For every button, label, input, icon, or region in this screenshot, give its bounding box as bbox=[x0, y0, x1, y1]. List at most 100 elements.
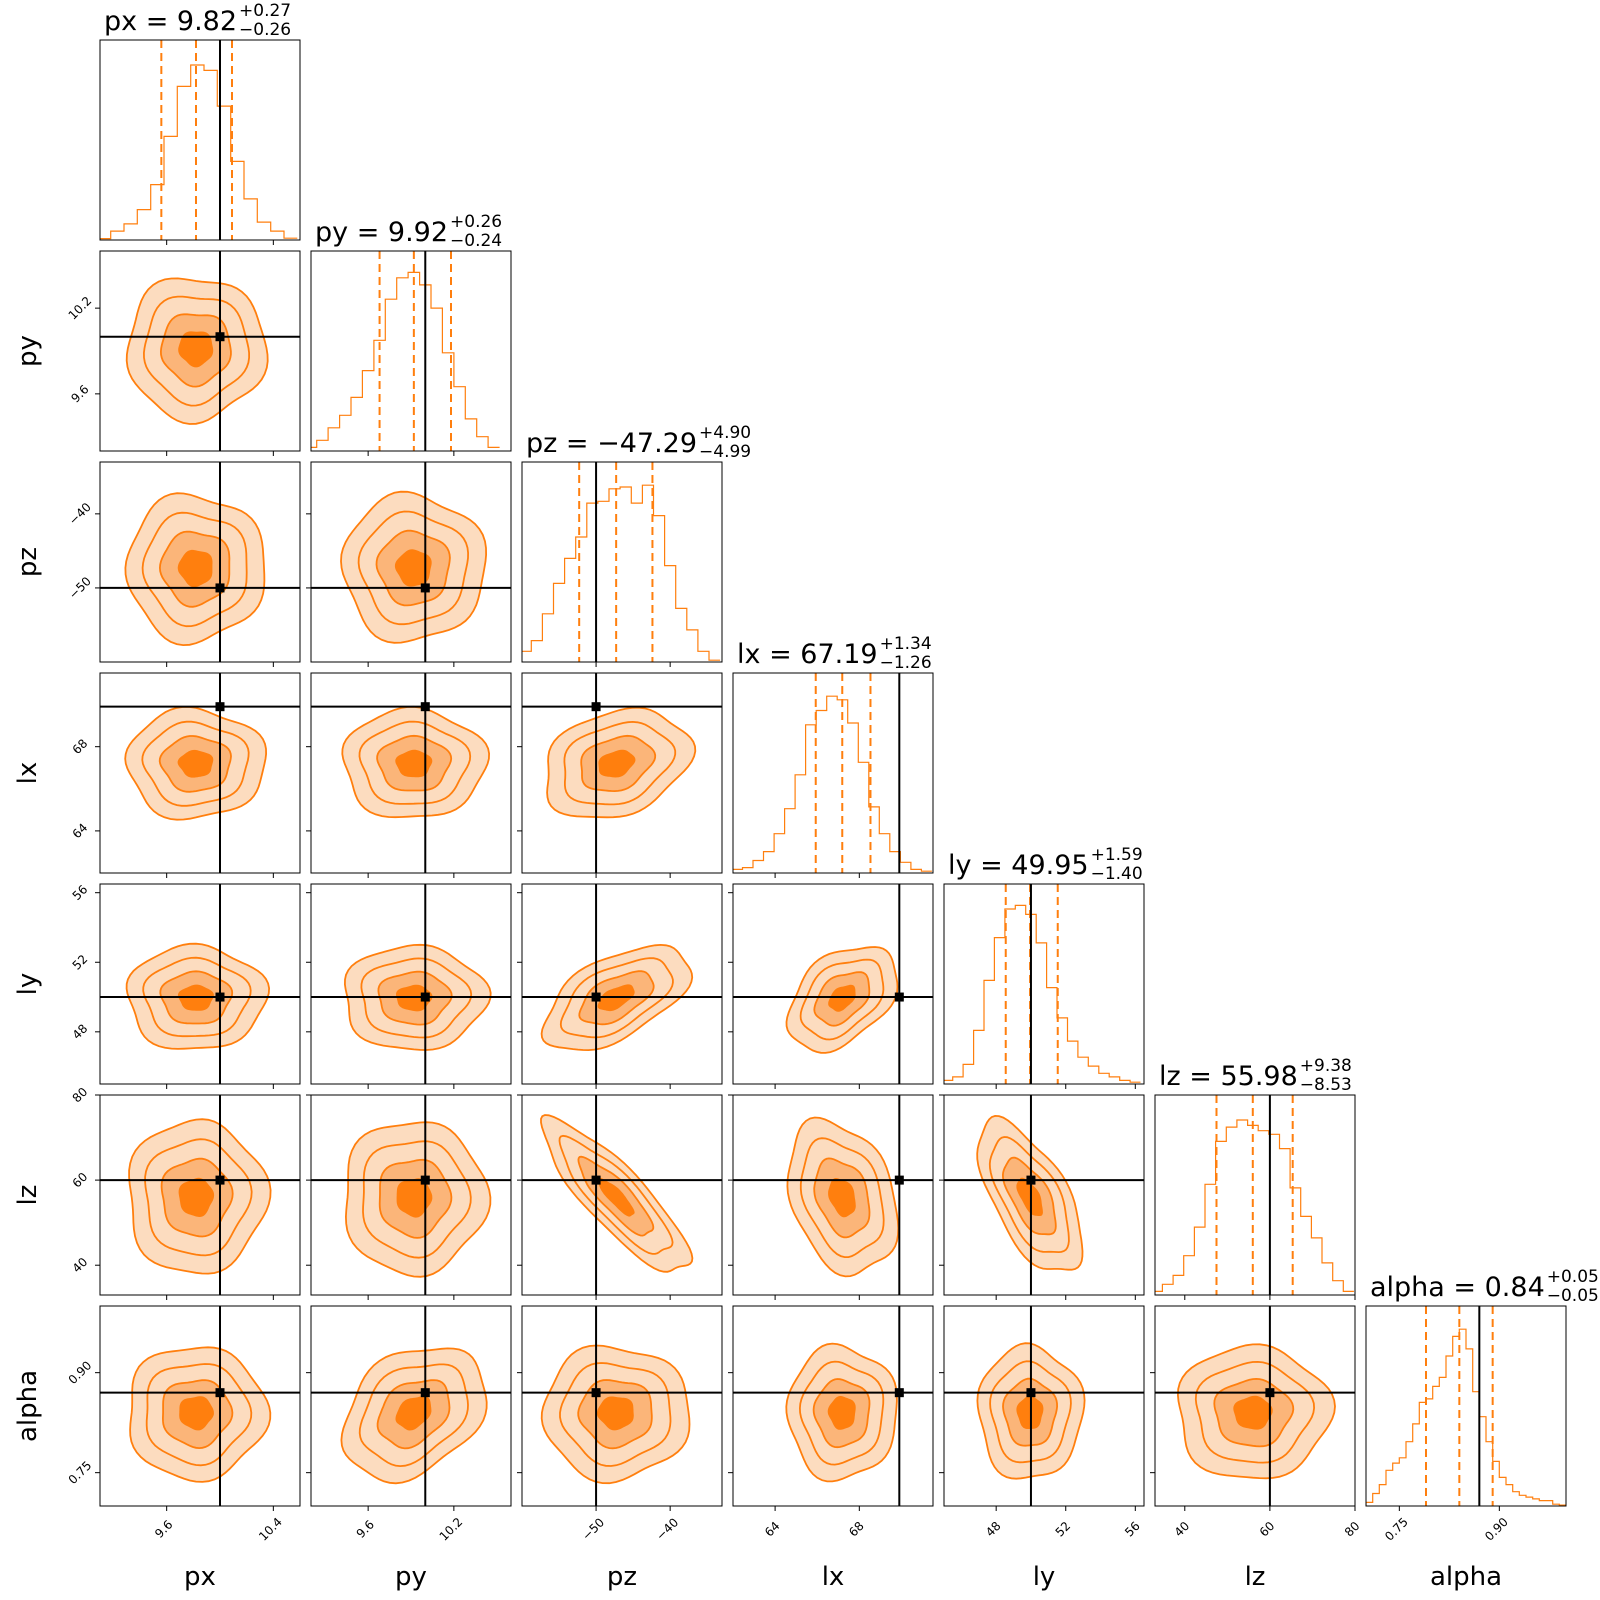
contour-panel-px-pz: −50 −40 bbox=[66, 461, 301, 667]
contour-line-2 bbox=[142, 956, 252, 1038]
hist-bin-px-11 bbox=[244, 199, 257, 240]
contour-line-3 bbox=[125, 277, 269, 425]
truth-marker bbox=[420, 1175, 430, 1185]
cell-frame bbox=[310, 883, 512, 1085]
hist-bin-lz-13 bbox=[1290, 1188, 1301, 1295]
hist-bin-ly-14 bbox=[1088, 1066, 1098, 1084]
contour-panel-lz-alpha: 40 60 80 bbox=[1150, 1305, 1363, 1540]
contour-line-2 bbox=[989, 1360, 1072, 1464]
contour-fill-0 bbox=[396, 1178, 433, 1218]
hist-bin-alpha-5 bbox=[1399, 1458, 1406, 1506]
contour-line-3 bbox=[343, 943, 492, 1051]
hist-bin-pz-1 bbox=[531, 641, 542, 662]
x-tick-label-lx: 64 bbox=[762, 1519, 783, 1540]
contour-line-1 bbox=[158, 530, 231, 608]
hist-bin-ly-13 bbox=[1078, 1057, 1088, 1084]
hist-bin-lx-9 bbox=[827, 696, 838, 873]
y-tick-label-py: 9.6 bbox=[68, 382, 91, 405]
contour-line-1 bbox=[580, 734, 657, 793]
truth-marker bbox=[215, 1388, 225, 1398]
y-tick-label-ly: 48 bbox=[70, 1021, 91, 1042]
hist-bin-ly-1 bbox=[953, 1077, 963, 1084]
hist-bin-px-12 bbox=[257, 222, 270, 240]
hist-bin-px-6 bbox=[177, 86, 190, 240]
hist-bin-alpha-20 bbox=[1499, 1477, 1506, 1506]
cell-frame bbox=[310, 672, 512, 874]
hist-bin-py-12 bbox=[442, 353, 453, 451]
contour-line-2 bbox=[988, 1136, 1070, 1254]
y-axis-label-alpha: alpha bbox=[13, 1370, 43, 1442]
hist-bin-lx-3 bbox=[764, 852, 775, 873]
cell-frame bbox=[99, 461, 301, 663]
contour-line-3 bbox=[341, 705, 491, 819]
contour-line-2 bbox=[799, 1137, 885, 1258]
contour-panel-ly-alpha: 48 52 56 bbox=[939, 1305, 1145, 1540]
contour-line-1 bbox=[376, 1379, 451, 1450]
contour-panel-pz-lx bbox=[517, 672, 723, 878]
hist-bin-lx-4 bbox=[774, 834, 785, 873]
truth-marker bbox=[1026, 1175, 1036, 1185]
hist-bin-pz-2 bbox=[542, 614, 553, 662]
contour-line-2 bbox=[558, 1134, 674, 1255]
contour-line-3 bbox=[129, 1346, 272, 1483]
contour-line-2 bbox=[799, 958, 885, 1041]
contour-line-1 bbox=[813, 1157, 871, 1239]
cell-frame bbox=[310, 1305, 512, 1507]
x-tick-label-ly: 52 bbox=[1053, 1519, 1074, 1540]
cell-frame bbox=[943, 883, 1145, 1085]
contour-fill-0 bbox=[394, 549, 432, 587]
contour-line-1 bbox=[158, 735, 232, 793]
x-axis-label-alpha: alpha bbox=[1430, 1562, 1502, 1592]
hist-bin-lx-6 bbox=[795, 775, 806, 873]
contour-fill-0 bbox=[396, 984, 433, 1012]
hist-bin-lz-16 bbox=[1322, 1263, 1333, 1295]
contour-panel-pz-alpha: −50 −40 bbox=[517, 1305, 723, 1543]
contour-line-3 bbox=[125, 942, 271, 1050]
x-tick-label-px: 10.4 bbox=[256, 1515, 285, 1544]
hist-bin-ly-4 bbox=[984, 980, 994, 1084]
title-plus-ly: +1.59 bbox=[1091, 845, 1143, 865]
hist-bin-alpha-1 bbox=[1373, 1494, 1380, 1507]
hist-bin-alpha-15 bbox=[1466, 1349, 1473, 1506]
contour-line-1 bbox=[377, 970, 453, 1026]
hist-bin-py-1 bbox=[317, 440, 328, 451]
x-tick-label-py: 10.2 bbox=[437, 1515, 466, 1544]
contour-line-3 bbox=[976, 1342, 1086, 1480]
truth-marker bbox=[591, 1388, 601, 1398]
hist-bin-pz-14 bbox=[676, 608, 687, 662]
x-tick-label-pz: −50 bbox=[579, 1515, 607, 1543]
contour-panel-px-alpha: 9.6 10.4 0.75 0.90 bbox=[66, 1305, 301, 1544]
hist-bin-lz-2 bbox=[1173, 1275, 1184, 1295]
hist-bin-pz-9 bbox=[620, 487, 631, 662]
contour-line-1 bbox=[1213, 1377, 1295, 1448]
hist-bin-ly-15 bbox=[1099, 1073, 1109, 1084]
contour-panel-py-alpha: 9.6 10.2 bbox=[306, 1305, 512, 1544]
x-tick-label-lz: 40 bbox=[1172, 1519, 1193, 1540]
contour-line-1 bbox=[376, 734, 453, 792]
contour-line-1 bbox=[159, 313, 232, 388]
contour-line-1 bbox=[813, 971, 871, 1027]
hist-bin-lz-17 bbox=[1333, 1281, 1344, 1295]
contour-panel-pz-ly bbox=[517, 883, 723, 1089]
title-minus-pz: −4.99 bbox=[699, 442, 751, 462]
hist-bin-ly-7 bbox=[1015, 905, 1025, 1084]
contour-fill-0 bbox=[827, 1396, 856, 1430]
contour-panel-pz-lz bbox=[517, 1094, 723, 1300]
contour-line-3 bbox=[785, 946, 899, 1054]
contour-line-1 bbox=[378, 1158, 453, 1239]
hist-bin-alpha-21 bbox=[1506, 1485, 1513, 1506]
cell-frame bbox=[521, 672, 723, 874]
truth-marker bbox=[215, 1175, 225, 1185]
contour-line-2 bbox=[1194, 1360, 1316, 1464]
contour-panel-py-pz bbox=[306, 461, 512, 667]
x-axis-label-py: py bbox=[395, 1562, 427, 1592]
hist-bin-alpha-22 bbox=[1513, 1492, 1520, 1506]
hist-bin-lx-8 bbox=[816, 711, 827, 874]
hist-bin-pz-10 bbox=[631, 503, 642, 662]
cell-frame bbox=[99, 39, 301, 241]
hist-bin-pz-15 bbox=[687, 630, 698, 662]
hist-bin-ly-3 bbox=[974, 1030, 984, 1084]
hist-bin-py-3 bbox=[340, 415, 351, 451]
truth-marker bbox=[420, 583, 430, 593]
hist-bin-ly-12 bbox=[1067, 1041, 1077, 1084]
